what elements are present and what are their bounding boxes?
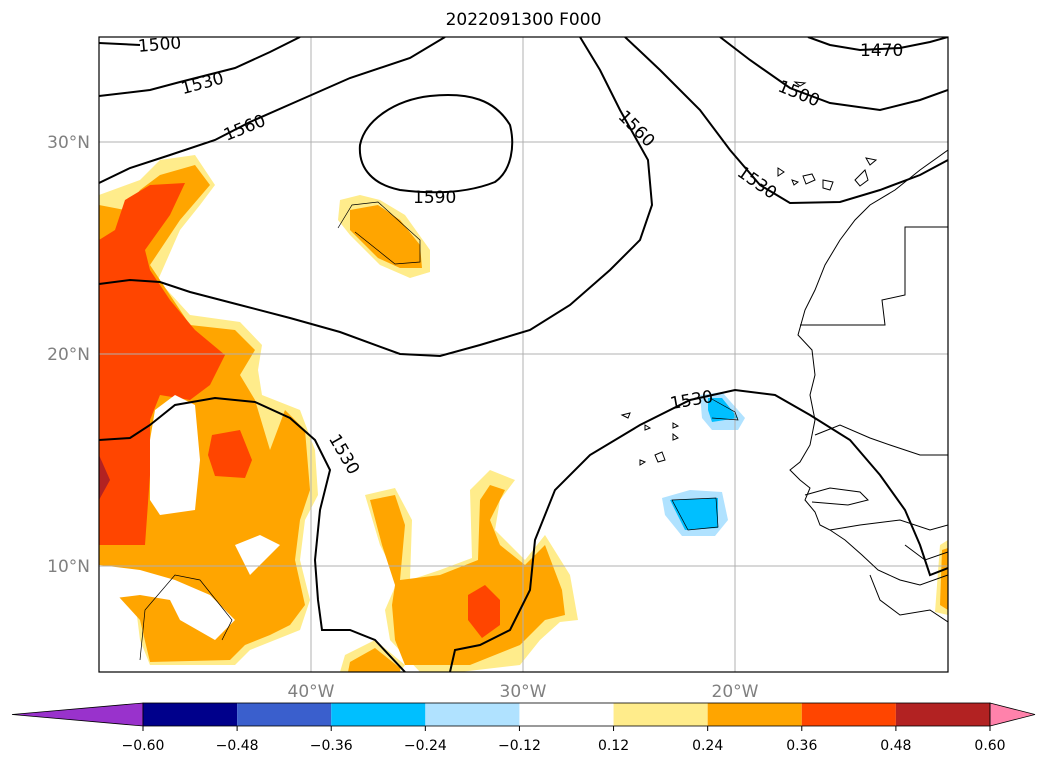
- map-title: 2022091300 F000: [445, 10, 602, 30]
- lon-label: 40°W: [288, 682, 335, 702]
- contour-1560-n: [99, 37, 446, 184]
- contour-label: 1560: [614, 107, 659, 152]
- lon-label: 20°W: [712, 682, 759, 702]
- canary-islands: [777, 81, 878, 191]
- colorbar-tick-label: 0.36: [786, 738, 817, 754]
- border-2: [814, 424, 948, 456]
- shaded-field-negative: [662, 392, 745, 536]
- colorbar-tick-label: −0.48: [216, 738, 259, 754]
- shade-redorange-west: [99, 183, 225, 545]
- colorbar-ticks: −0.60 −0.48 −0.36 −0.24 −0.12 0.12 0.24 0.36 0.4…: [122, 726, 1006, 754]
- contour-label: 1590: [413, 188, 456, 208]
- colorbar-extend-high: [989, 702, 1036, 727]
- border-6: [904, 544, 948, 561]
- colorbar-segment: [237, 703, 332, 726]
- contour-1530-south-e: [449, 388, 948, 672]
- colorbar-tick-label: 0.48: [880, 738, 911, 754]
- contour-label: 1530: [733, 163, 780, 204]
- border-5: [869, 574, 948, 623]
- colorbar-tick-label: −0.24: [404, 738, 447, 754]
- lat-axis: 30°N 20°N 10°N: [47, 133, 90, 577]
- shade-redorange-south: [468, 585, 500, 638]
- shade-redorange-blob: [208, 430, 252, 478]
- shade-orange-sw: [348, 648, 400, 672]
- contour-1530-ne: [624, 37, 948, 205]
- colorbar-segment: [519, 703, 614, 726]
- contour-1530-nw: [99, 37, 301, 97]
- lat-label: 30°N: [47, 133, 90, 153]
- colorbar-segment: [895, 703, 990, 726]
- shade-white-hole-2: [235, 535, 280, 575]
- contour-1500-ne: [719, 37, 948, 112]
- border-3: [804, 487, 869, 506]
- graticule: [99, 37, 948, 672]
- lon-axis: 40°W 30°W 20°W: [288, 682, 759, 702]
- border-1: [800, 226, 948, 326]
- colorbar-tick-label: −0.12: [498, 738, 541, 754]
- coastlines: [620, 81, 948, 623]
- contour-1470: [807, 37, 948, 52]
- lat-label: 10°N: [47, 557, 90, 577]
- colorbar-segment: [613, 703, 708, 726]
- colorbar-tick-label: −0.60: [122, 738, 165, 754]
- shade-orange-coast: [940, 548, 948, 610]
- contour-1590: [358, 94, 514, 194]
- shade-orange-south: [370, 485, 565, 665]
- colorbar-tick-label: −0.36: [310, 738, 353, 754]
- colorbar: [11, 702, 1036, 727]
- shade-cyan-2: [670, 498, 718, 530]
- lon-label: 30°W: [500, 682, 547, 702]
- colorbar-segment: [143, 703, 238, 726]
- colorbar-segment: [707, 703, 802, 726]
- colorbar-segment: [331, 703, 426, 726]
- contour-label: 1470: [860, 41, 903, 61]
- colorbar-frame: [142, 702, 991, 727]
- contour-label: 1500: [137, 33, 182, 57]
- plot-area: 1500 1530 1560 1590 1560 1530 1500 1470 …: [99, 33, 948, 672]
- height-contours: [99, 37, 948, 672]
- contour-1530-south: [99, 396, 406, 672]
- plot-frame: [98, 36, 949, 673]
- shade-orange-center: [350, 205, 422, 268]
- colorbar-tick-label: 0.24: [692, 738, 723, 754]
- border-4: [829, 519, 948, 531]
- africa-coast: [789, 149, 948, 586]
- contour-1560-main: [99, 37, 654, 358]
- shade-white-hole-3: [99, 565, 235, 640]
- shade-cyan-1: [708, 398, 738, 422]
- lat-label: 20°N: [47, 345, 90, 365]
- contour-label: 1560: [221, 111, 269, 146]
- colorbar-extend-low: [11, 702, 144, 727]
- contour-label: 1530: [179, 69, 226, 100]
- shade-darkred-edge: [99, 455, 110, 500]
- colorbar-segment: [801, 703, 896, 726]
- colorbar-segment: [425, 703, 520, 726]
- cape-verde: [620, 412, 680, 466]
- shade-white-hole: [150, 395, 200, 515]
- colorbar-tick-label: 0.12: [598, 738, 629, 754]
- colorbar-tick-label: 0.60: [974, 738, 1005, 754]
- contour-1500-nw: [99, 42, 141, 46]
- shade-outline: [139, 201, 739, 661]
